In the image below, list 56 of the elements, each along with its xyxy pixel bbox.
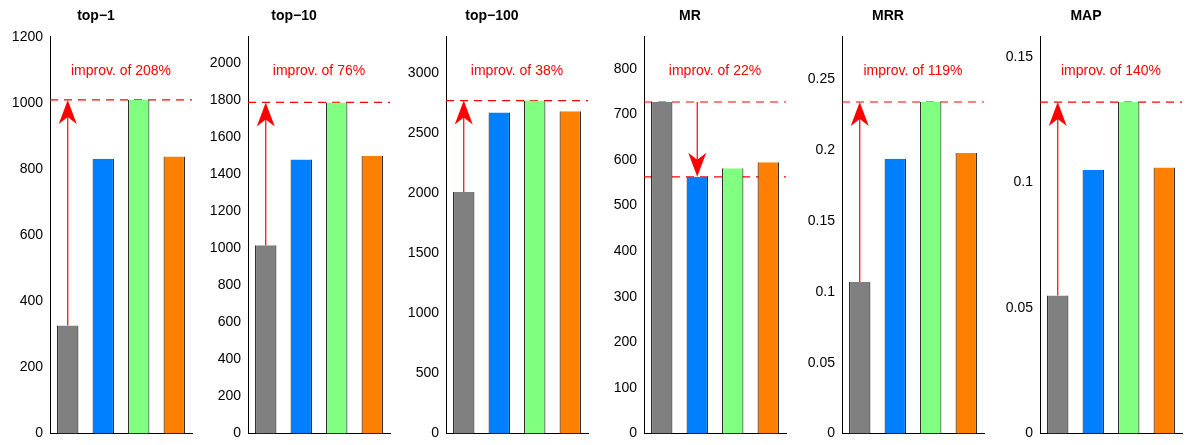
y-tick-label: 200 bbox=[19, 358, 44, 375]
y-tick-label: 600 bbox=[19, 226, 44, 243]
y-tick-label: 0.1 bbox=[1013, 173, 1034, 190]
chart-title: top−10 bbox=[271, 7, 317, 24]
y-tick-label: 600 bbox=[613, 150, 638, 167]
y-tick-label: 0.15 bbox=[1005, 47, 1034, 64]
chart-title: top−100 bbox=[465, 7, 519, 24]
y-tick-label: 400 bbox=[217, 350, 242, 367]
y-tick-label: 1000 bbox=[11, 93, 44, 110]
chart-title: top−1 bbox=[77, 7, 116, 24]
y-tick-label: 0.2 bbox=[815, 141, 836, 158]
y-tick-label: 800 bbox=[613, 59, 638, 76]
y-tick-label: 300 bbox=[613, 287, 638, 304]
y-tick-label: 0 bbox=[827, 424, 836, 441]
y-tick-label: 600 bbox=[217, 313, 242, 330]
annotation: improv. of 119% bbox=[863, 61, 963, 78]
y-tick-label: 2000 bbox=[407, 183, 440, 200]
y-tick-label: 1500 bbox=[407, 244, 440, 261]
y-tick-label: 700 bbox=[613, 105, 638, 122]
y-tick-label: 1000 bbox=[209, 239, 242, 256]
annotation: improv. of 22% bbox=[668, 61, 762, 78]
y-tick-label: 1200 bbox=[209, 201, 242, 218]
y-tick-label: 0.1 bbox=[815, 282, 836, 299]
y-tick-label: 0 bbox=[431, 424, 440, 441]
y-tick-label: 200 bbox=[613, 333, 638, 350]
y-tick-label: 100 bbox=[613, 378, 638, 395]
y-tick-label: 1600 bbox=[209, 127, 242, 144]
y-tick-label: 500 bbox=[613, 196, 638, 213]
y-tick-label: 800 bbox=[217, 276, 242, 293]
y-tick-label: 400 bbox=[19, 292, 44, 309]
annotation: improv. of 38% bbox=[470, 61, 564, 78]
y-tick-label: 2000 bbox=[209, 53, 242, 70]
y-tick-label: 0 bbox=[629, 424, 638, 441]
y-tick-label: 0.05 bbox=[1005, 298, 1034, 315]
annotation: improv. of 76% bbox=[272, 61, 366, 78]
chart-title: MR bbox=[679, 7, 701, 24]
y-tick-label: 0.25 bbox=[807, 70, 836, 87]
y-tick-label: 2500 bbox=[407, 123, 440, 140]
y-tick-label: 1800 bbox=[209, 90, 242, 107]
y-tick-label: 400 bbox=[613, 242, 638, 259]
y-tick-label: 1200 bbox=[11, 27, 44, 44]
y-tick-label: 3000 bbox=[407, 63, 440, 80]
annotation: improv. of 140% bbox=[1060, 61, 1162, 78]
y-tick-label: 0 bbox=[35, 424, 44, 441]
y-tick-label: 0.15 bbox=[807, 211, 836, 228]
y-tick-label: 800 bbox=[19, 159, 44, 176]
y-tick-label: 0.05 bbox=[807, 353, 836, 370]
chart-title: MRR bbox=[872, 7, 904, 24]
y-tick-label: 500 bbox=[415, 364, 440, 381]
y-tick-label: 1400 bbox=[209, 164, 242, 181]
y-tick-label: 0 bbox=[1025, 424, 1034, 441]
y-tick-label: 200 bbox=[217, 387, 242, 404]
chart-title: MAP bbox=[1070, 7, 1102, 24]
y-tick-label: 0 bbox=[233, 424, 242, 441]
y-tick-label: 1000 bbox=[407, 304, 440, 321]
annotation: improv. of 208% bbox=[70, 61, 172, 78]
